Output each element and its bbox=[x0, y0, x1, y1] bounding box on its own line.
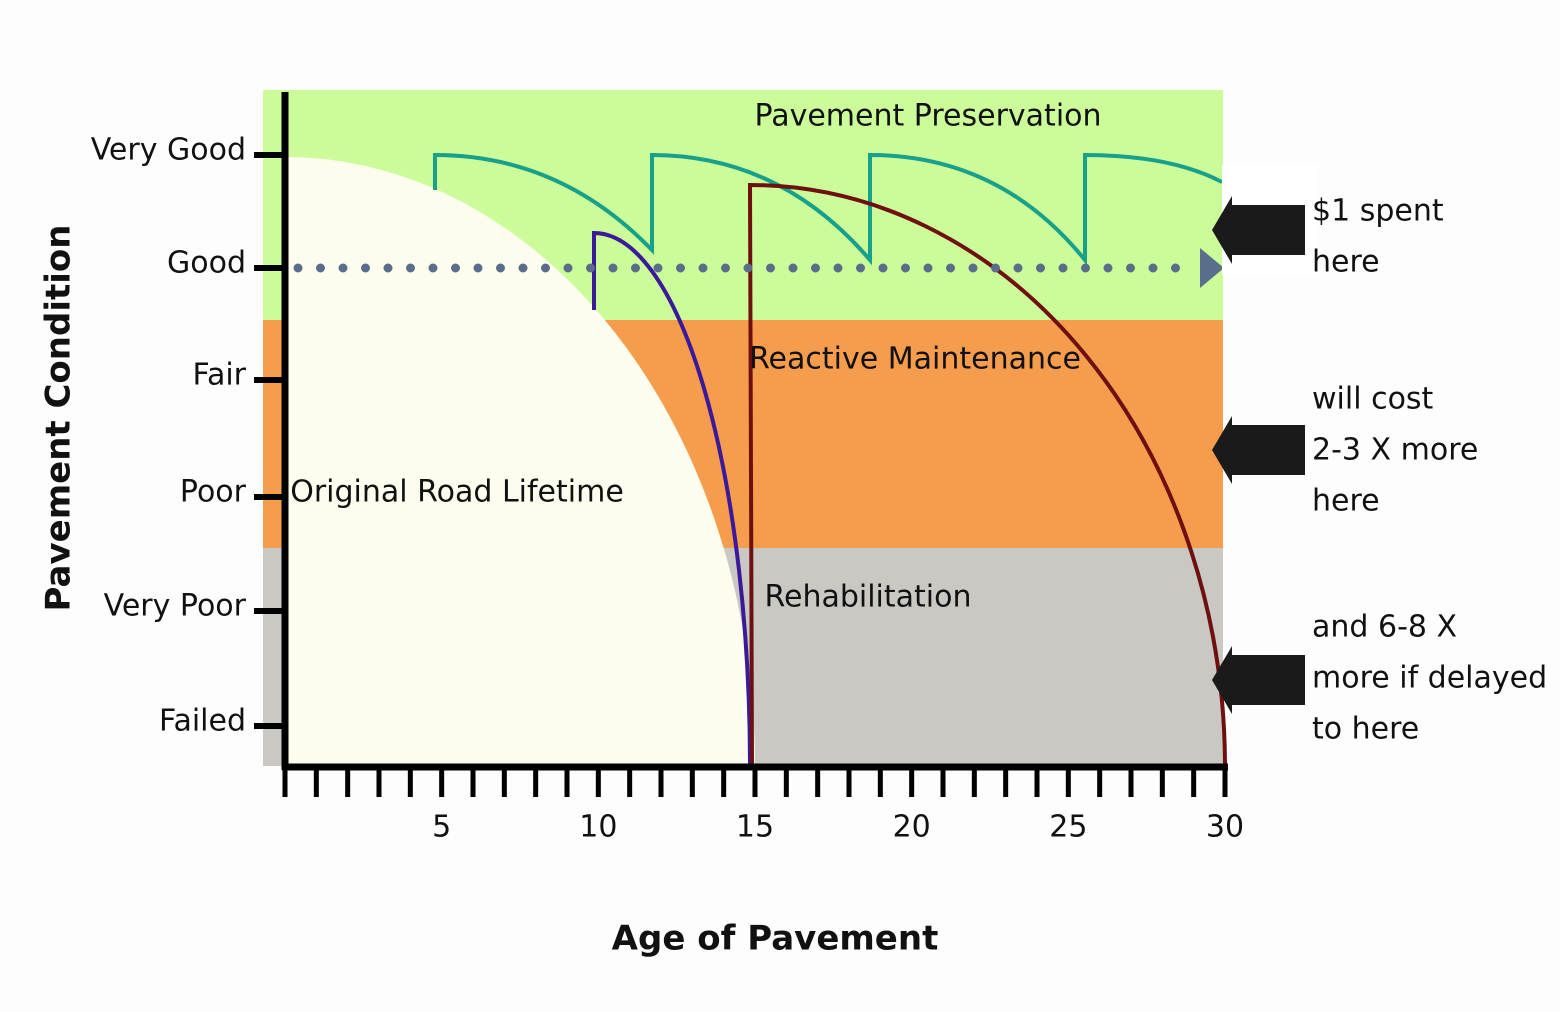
cost-arrow bbox=[1212, 196, 1305, 264]
x-tick-label: 10 bbox=[579, 810, 617, 845]
cost-note: $1 spent bbox=[1312, 194, 1444, 229]
y-tick-label: Poor bbox=[180, 475, 247, 510]
x-tick-label: 15 bbox=[736, 810, 774, 845]
cost-note: will cost bbox=[1312, 382, 1434, 417]
rehabilitation-curve bbox=[747, 182, 1227, 768]
region-label: Pavement Preservation bbox=[754, 99, 1101, 134]
region-label: Original Road Lifetime bbox=[290, 475, 624, 510]
y-tick-label: Fair bbox=[192, 358, 246, 393]
region-label: Rehabilitation bbox=[764, 580, 971, 615]
region-label: Reactive Maintenance bbox=[749, 342, 1081, 377]
x-tick-label: 25 bbox=[1049, 810, 1087, 845]
y-tick-label: Very Good bbox=[91, 133, 246, 168]
cost-note: to here bbox=[1312, 712, 1419, 747]
threshold-arrowhead bbox=[1200, 248, 1224, 288]
y-tick-label: Very Poor bbox=[104, 589, 247, 624]
cost-note: and 6-8 X bbox=[1312, 610, 1457, 645]
reactive-curve bbox=[592, 230, 752, 768]
axis-ticks bbox=[254, 152, 1228, 797]
preservation-curve bbox=[433, 152, 1223, 266]
y-axis-title: Pavement Condition bbox=[39, 225, 79, 612]
y-tick-label: Good bbox=[167, 246, 246, 281]
cost-note: here bbox=[1312, 245, 1380, 280]
cost-note: more if delayed bbox=[1312, 661, 1547, 696]
cost-arrow bbox=[1212, 646, 1305, 714]
cost-arrows bbox=[1212, 196, 1305, 714]
x-tick-label: 30 bbox=[1206, 810, 1244, 845]
cost-note: here bbox=[1312, 484, 1380, 519]
cost-note: 2-3 X more bbox=[1312, 433, 1478, 468]
x-tick-label: 5 bbox=[432, 810, 451, 845]
y-tick-label: Failed bbox=[159, 704, 246, 739]
cost-arrow bbox=[1212, 416, 1305, 484]
original-lifetime-area bbox=[285, 157, 755, 767]
x-axis-title: Age of Pavement bbox=[612, 919, 939, 959]
x-tick-label: 20 bbox=[893, 810, 931, 845]
